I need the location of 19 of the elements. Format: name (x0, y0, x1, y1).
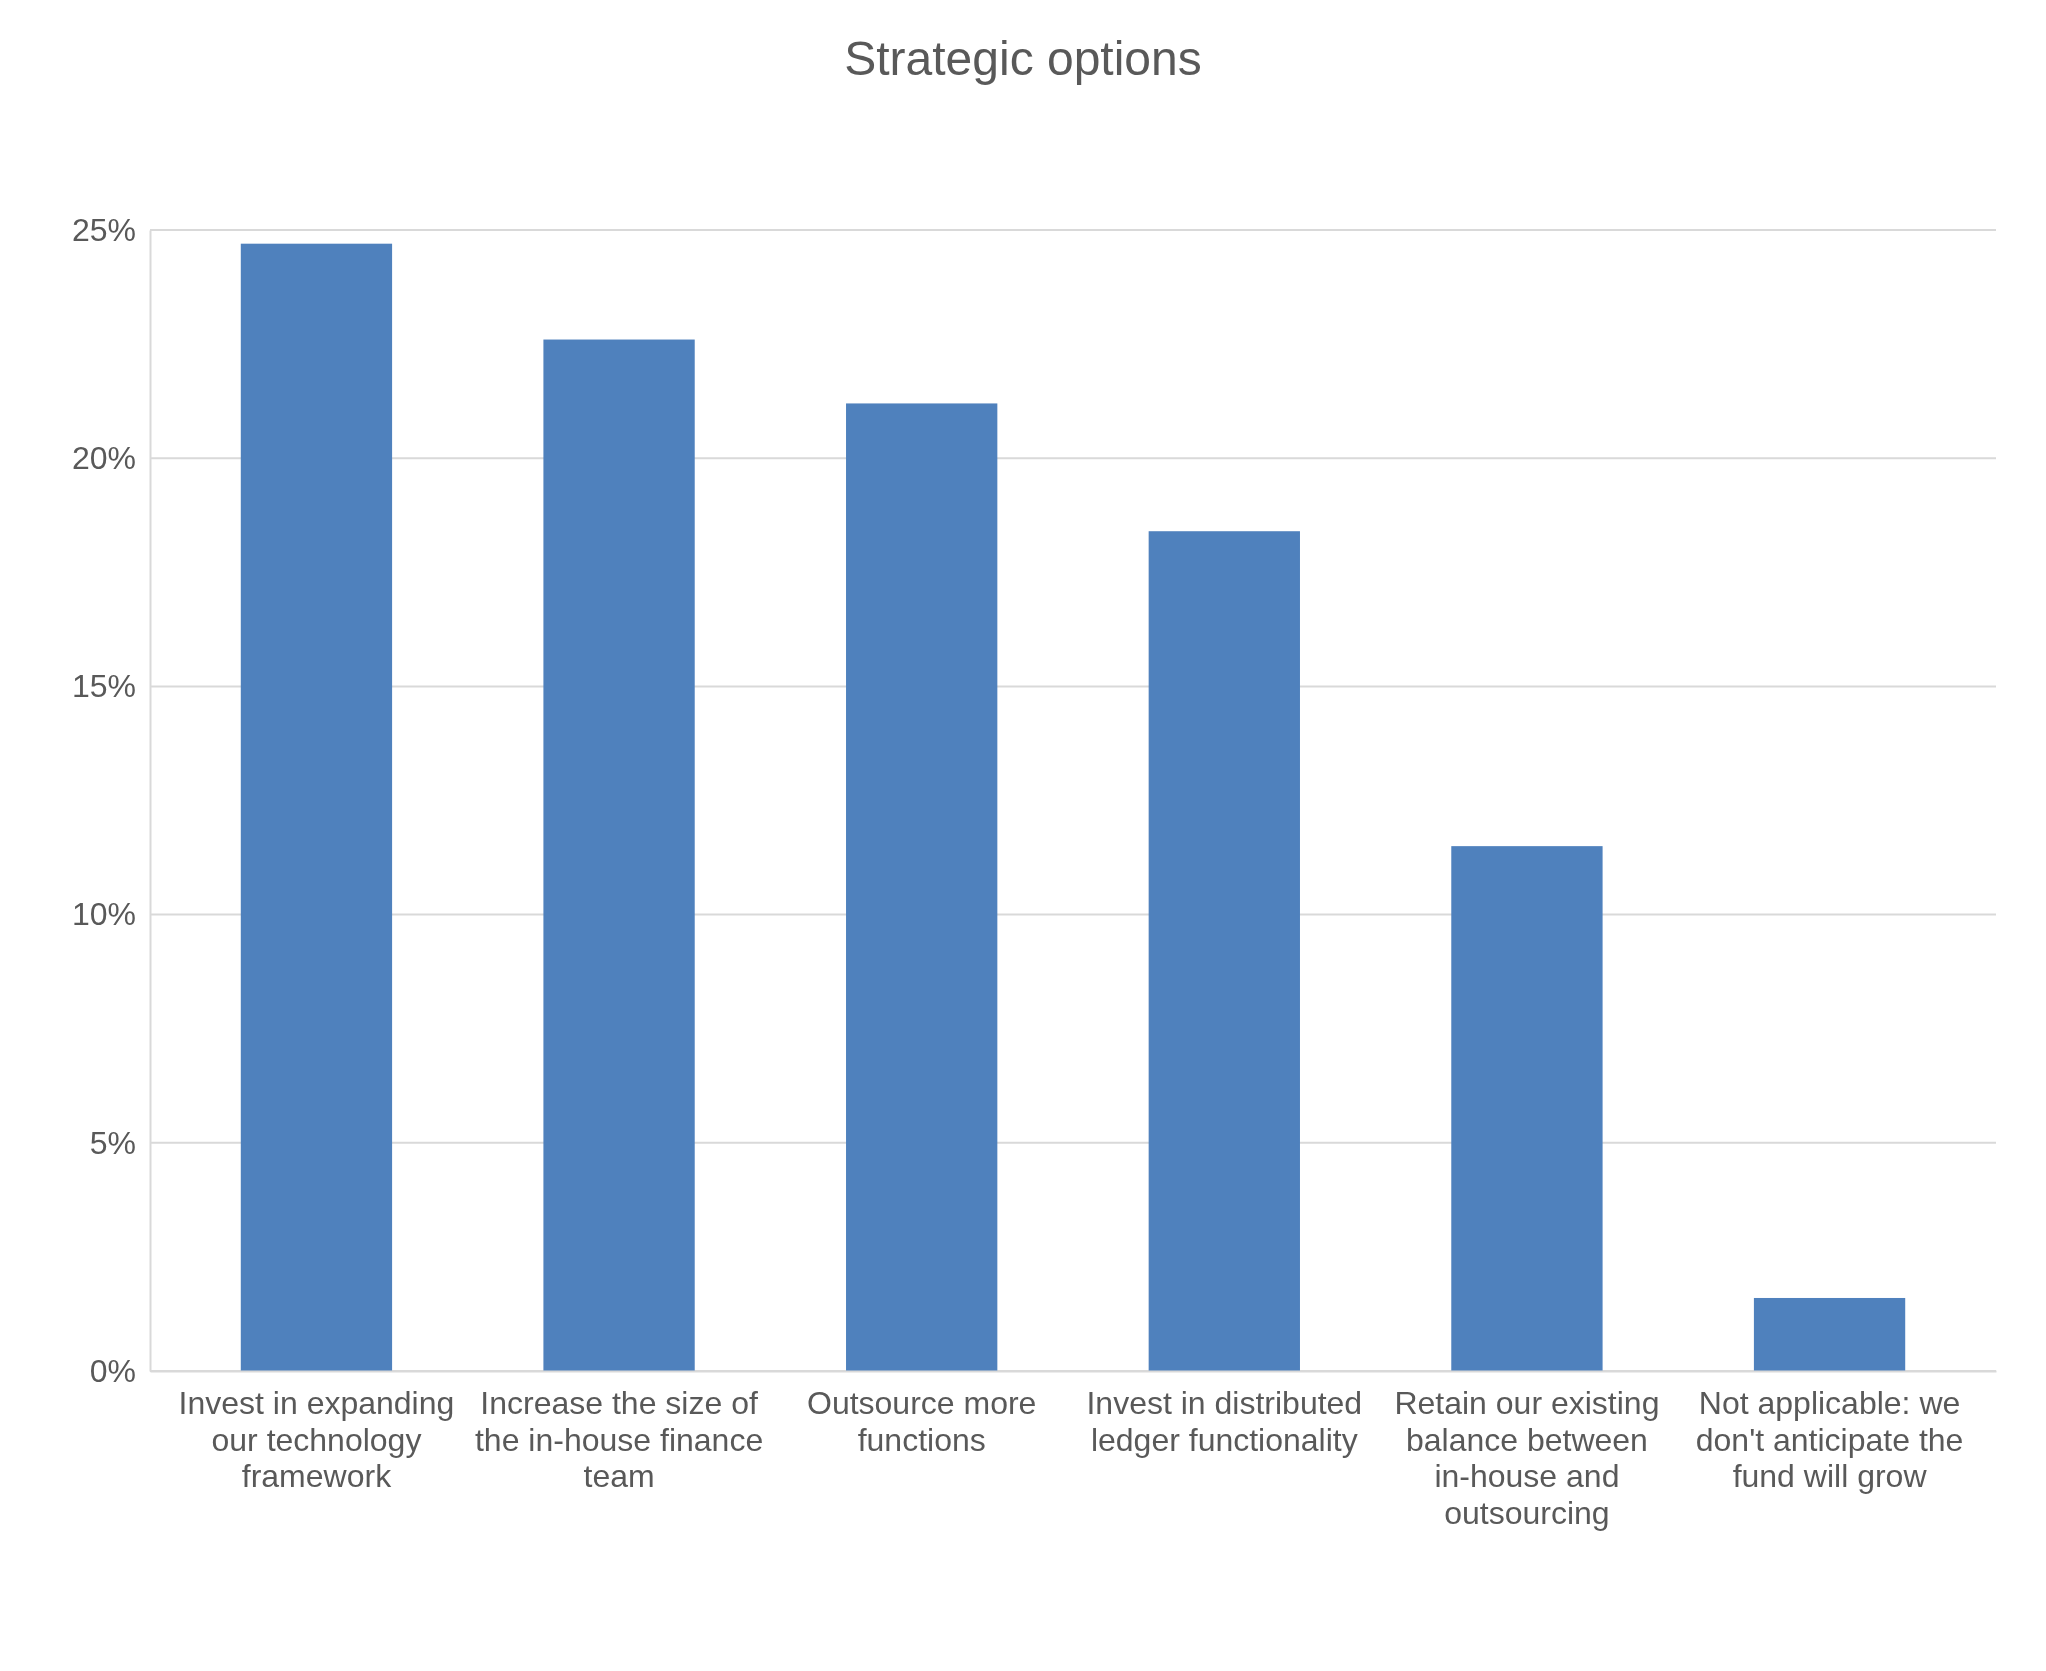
bar (1451, 846, 1603, 1371)
y-tick-label: 0% (89, 1352, 136, 1389)
x-tick-label: Outsource more functions (806, 1384, 1037, 1458)
bar (1148, 531, 1300, 1371)
x-tick-label: Retain our existing balance between in-house and outsourcing (1394, 1384, 1660, 1532)
x-tick-label: Invest in distributed ledger functionality (1086, 1384, 1363, 1458)
y-tick-label: 10% (71, 896, 136, 933)
x-tick-label: Not applicable: we don't anticipate the fund will grow (1695, 1384, 1964, 1495)
bar (846, 403, 998, 1371)
x-tick-label: Increase the size of the in-house finance team (474, 1384, 764, 1495)
x-tick-label: Invest in expanding our technology framework (178, 1384, 455, 1495)
bar (543, 339, 695, 1371)
chart-title: Strategic options (844, 32, 1202, 85)
y-tick-label: 15% (71, 668, 136, 705)
y-tick-label: 25% (71, 211, 136, 248)
bar (1753, 1297, 1906, 1371)
y-tick-label: 20% (71, 439, 136, 476)
y-tick-label: 5% (89, 1124, 136, 1161)
bar (240, 243, 393, 1371)
